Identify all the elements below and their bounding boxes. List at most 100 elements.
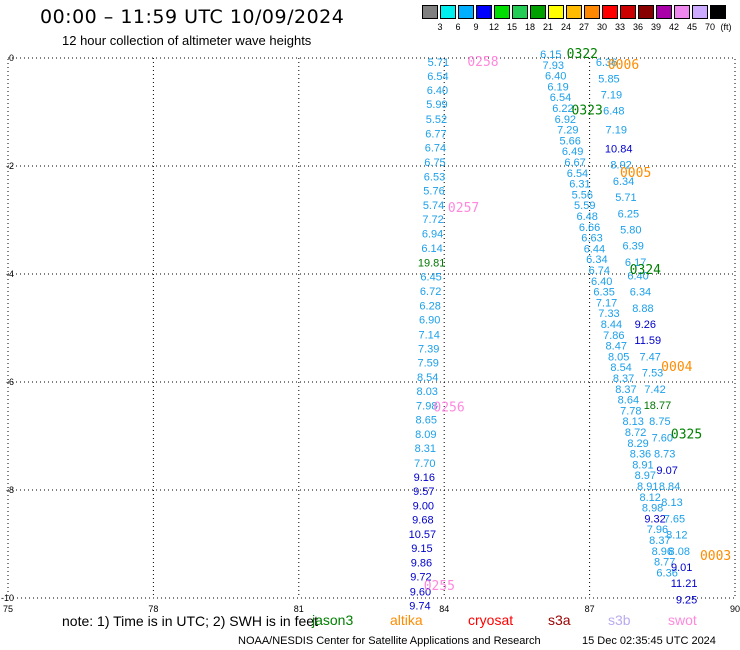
wave-height-point: 6.40 (627, 270, 648, 282)
wave-height-point: 8.97 (635, 470, 656, 482)
wave-height-point: 6.74 (589, 265, 610, 277)
color-scale-label: 30 (596, 22, 607, 32)
color-scale-label: 15 (506, 22, 517, 32)
color-scale-swatch (692, 5, 708, 19)
wave-height-point: 7.19 (606, 125, 627, 137)
x-tick-label: 75 (3, 604, 13, 612)
chart-note: note: 1) Time is in UTC; 2) SWH is in fe… (62, 613, 318, 629)
pass-time-labels: 0258 0257 0256 0255 0322 0323 0324 0325 0006 0005… (424, 47, 732, 594)
wave-height-point: 8.77 (654, 557, 675, 569)
pass-time-label: 0323 (572, 104, 603, 119)
wave-height-point: 8.47 (606, 341, 627, 353)
pass-time-label: 0257 (448, 201, 479, 216)
wave-height-point: 6.25 (618, 208, 639, 220)
y-tick-label: -4 (6, 269, 14, 279)
wave-height-point: 6.40 (427, 85, 448, 97)
wave-height-point: 8.31 (415, 443, 436, 455)
wave-height-point: 8.12 (666, 530, 687, 542)
wave-height-point: 8.92 (610, 160, 631, 172)
color-scale-label: 9 (473, 22, 479, 32)
wave-height-point: 6.67 (564, 157, 585, 169)
wave-height-point: 6.28 (419, 301, 440, 313)
color-scale-swatch (584, 5, 600, 19)
wave-height-point: 6.66 (579, 222, 600, 234)
wave-height-point: 7.29 (557, 125, 578, 137)
wave-height-point: 9.68 (412, 514, 433, 526)
color-scale-label: 24 (560, 22, 571, 32)
wave-height-point: 6.36 (596, 57, 617, 69)
satellite-legend-s3a: s3a (548, 612, 571, 628)
pass-time-label: 0322 (567, 47, 598, 62)
wave-height-points: 5.71 6.54 6.40 5.99 5.52 6.77 6.74 6.75 6.53 5.76… (409, 49, 700, 612)
pass-time-label: 0005 (620, 166, 651, 181)
wave-height-point: 6.54 (550, 92, 571, 104)
wave-height-point: 8.12 (639, 492, 660, 504)
wave-height-point: 6.39 (623, 241, 644, 253)
wave-height-point: 8.98 (642, 503, 663, 515)
color-scale-label: 39 (650, 22, 661, 32)
wave-height-point: 6.44 (584, 243, 605, 255)
color-scale-swatch (512, 5, 528, 19)
color-scale-label: 6 (455, 22, 461, 32)
wave-height-point: 7.14 (418, 329, 439, 341)
wave-height-point: 7.96 (647, 524, 668, 536)
wave-height-point: 9.25 (676, 594, 697, 606)
wave-height-point: 6.63 (581, 233, 602, 245)
wave-height-point: 8.13 (661, 497, 682, 509)
wave-height-point: 9.86 (411, 558, 432, 570)
wave-height-point: 8.13 (623, 416, 644, 428)
wave-height-point: 5.74 (423, 200, 444, 212)
wave-height-point: 8.91 (632, 459, 653, 471)
wave-height-point: 5.99 (426, 99, 447, 111)
x-tick-label: 78 (148, 604, 158, 612)
wave-height-point: 7.70 (414, 458, 435, 470)
wave-height-point: 9.60 (410, 586, 431, 598)
color-scale-swatch (476, 5, 492, 19)
wave-height-point: 5.80 (620, 225, 641, 237)
wave-height-point: 6.53 (424, 172, 445, 184)
wave-height-point: 6.92 (555, 114, 576, 126)
color-scale-label: 27 (578, 22, 589, 32)
color-scale-swatch (458, 5, 474, 19)
wave-height-point: 7.93 (543, 60, 564, 72)
wave-height-point: 8.05 (608, 351, 629, 363)
satellite-legend-cryosat: cryosat (468, 612, 514, 628)
wave-height-point: 6.34 (586, 254, 607, 266)
x-tick-label: 81 (294, 604, 304, 612)
wave-height-point: 6.34 (630, 287, 651, 299)
wave-height-point: 8.73 (654, 449, 675, 461)
wave-height-point: 6.77 (425, 128, 446, 140)
wave-height-point: 8.65 (416, 415, 437, 427)
color-scale-label: 12 (488, 22, 499, 32)
pass-time-label: 0006 (608, 58, 639, 73)
wave-height-point: 8.08 (669, 546, 690, 558)
y-tick-label: -6 (6, 377, 14, 387)
pass-time-label: 0003 (700, 549, 731, 564)
color-scale-swatch (440, 5, 456, 19)
chart-subtitle: 12 hour collection of altimeter wave hei… (62, 33, 312, 48)
pass-time-label: 0255 (424, 579, 455, 594)
wave-height-point: 5.56 (572, 189, 593, 201)
wave-height-point: 7.72 (422, 214, 443, 226)
color-scale-label: 36 (632, 22, 643, 32)
altimeter-chart: 75 78 81 84 87 90 0 -2 -4 -6 -8 -10 5.71 6.54 6.40 5.9… (1, 47, 740, 612)
wave-height-point: 8.03 (417, 386, 438, 398)
wave-height-point: 6.22 (552, 103, 573, 115)
wave-height-point: 11.21 (671, 578, 698, 590)
wave-height-point: 7.86 (603, 330, 624, 342)
wave-height-point: 6.45 (420, 271, 441, 283)
wave-height-point: 6.19 (547, 81, 568, 93)
satellite-legend-altika: altika (390, 612, 423, 628)
pass-time-label: 0324 (630, 263, 661, 278)
color-scale-label: 33 (614, 22, 625, 32)
color-scale-swatch (602, 5, 618, 19)
wave-height-point: 8.54 (417, 372, 438, 384)
wave-height-point: 6.15 (540, 49, 561, 61)
wave-height-point: 9.15 (411, 543, 432, 555)
wave-height-point: 10.84 (605, 144, 633, 156)
wave-height-point: 9.15 (678, 611, 699, 612)
wave-height-point: 8.37 (615, 384, 636, 396)
y-tick-label: 0 (9, 53, 14, 63)
wave-height-point: 6.48 (576, 211, 597, 223)
wave-height-point: 9.74 (409, 600, 430, 612)
